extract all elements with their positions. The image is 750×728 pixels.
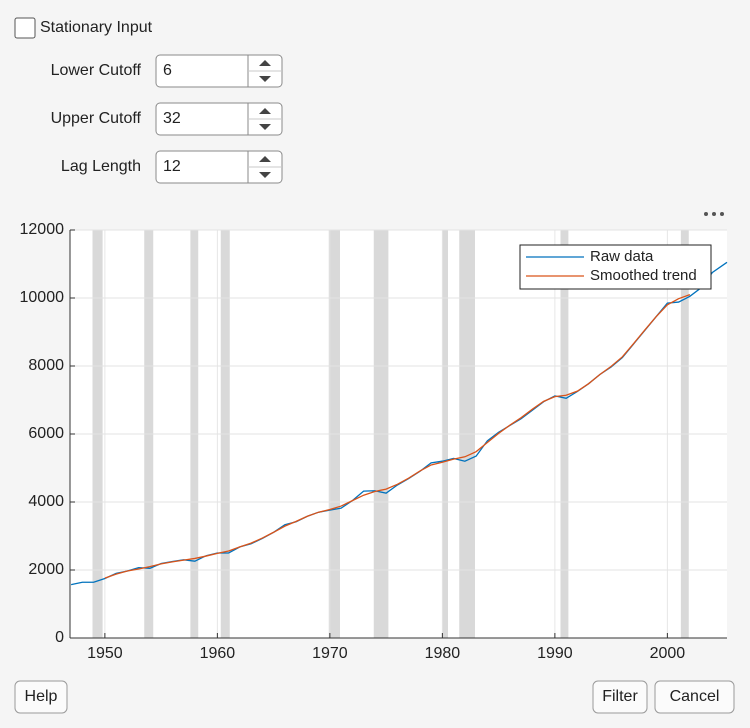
spin-down[interactable] [259,76,271,82]
field-value: 6 [163,62,172,79]
checkbox-label: Stationary Input [40,19,153,36]
filter-button[interactable] [592,680,648,714]
y-tick-label: 8000 [28,357,64,374]
x-tick-label: 1980 [425,645,461,662]
field-value: 12 [163,158,181,175]
dot [704,212,708,216]
filter-label: Filter [602,688,638,705]
y-tick-label: 10000 [20,289,65,306]
more-menu[interactable] [704,212,724,216]
plot: 0 2000 4000 6000 8000 10000 12000 1950 1960 1970 1… [20,221,728,662]
field-value: 32 [163,110,181,127]
spin-up[interactable] [259,156,271,162]
dot [720,212,724,216]
x-tick-label: 1990 [537,645,573,662]
help-label: Help [25,688,58,705]
dot [712,212,716,216]
spin-down[interactable] [259,124,271,130]
x-tick-label: 2000 [650,645,686,662]
field-label: Upper Cutoff [51,110,142,127]
y-tick-label: 4000 [28,493,64,510]
fields: Lower Cutoff 6 Upper Cutoff 32 Lag Length 12 [51,54,283,184]
legend-label: Smoothed trend [590,267,697,284]
field-label: Lag Length [61,158,141,175]
y-tick-label: 12000 [20,221,65,238]
y-tick-label: 2000 [28,561,64,578]
x-tick-label: 1950 [87,645,123,662]
series-line [104,293,691,579]
y-tick-label: 0 [55,629,64,646]
y-tick-label: 6000 [28,425,64,442]
field-label: Lower Cutoff [51,62,142,79]
legend-box [519,244,712,290]
x-tick-label: 1970 [312,645,348,662]
spin-up[interactable] [259,108,271,114]
legend-label: Raw data [590,248,654,265]
x-tick-label: 1960 [200,645,236,662]
checkbox[interactable] [14,17,36,39]
cancel-label: Cancel [670,688,720,705]
spin-up[interactable] [259,60,271,66]
help-button[interactable] [14,680,68,714]
cancel-button[interactable] [654,680,735,714]
spin-down[interactable] [259,172,271,178]
